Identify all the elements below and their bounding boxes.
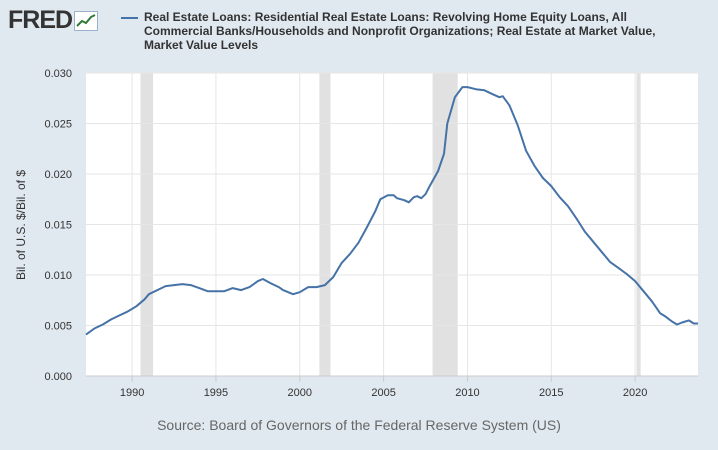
x-tick-label: 2005 bbox=[371, 387, 395, 399]
y-tick-label: 0.030 bbox=[44, 68, 72, 80]
y-tick-label: 0.010 bbox=[44, 270, 72, 282]
chart-header: FRED Real Estate Loans: Residential Real… bbox=[0, 0, 718, 62]
source-note: Source: Board of Governors of the Federa… bbox=[157, 417, 561, 433]
x-tick-label: 2010 bbox=[455, 387, 479, 399]
y-tick-label: 0.005 bbox=[44, 321, 72, 333]
line-chart: 0.000 0.005 0.010 0.015 0.020 0.025 0.030 1990… bbox=[14, 68, 698, 399]
series-layer bbox=[85, 86, 698, 336]
x-tick-label: 2000 bbox=[288, 387, 312, 399]
legend: Real Estate Loans: Residential Real Esta… bbox=[121, 10, 681, 52]
x-axis: 1990 1995 2000 2005 2010 2015 2020 bbox=[86, 375, 698, 399]
logo-text: FRED bbox=[8, 6, 73, 34]
x-tick-label: 2020 bbox=[623, 387, 647, 399]
y-tick-label: 0.020 bbox=[44, 169, 72, 181]
y-axis-label: Bil. of U.S. $/Bil. of $ bbox=[14, 170, 28, 280]
fred-logo[interactable]: FRED bbox=[8, 6, 99, 34]
y-tick-label: 0.015 bbox=[44, 220, 72, 232]
legend-label: Real Estate Loans: Residential Real Esta… bbox=[144, 10, 656, 52]
series-line bbox=[85, 86, 698, 336]
y-axis: 0.000 0.005 0.010 0.015 0.020 0.025 0.030 bbox=[44, 68, 72, 383]
x-tick-label: 1995 bbox=[204, 387, 228, 399]
y-tick-label: 0.000 bbox=[44, 371, 72, 383]
x-tick-label: 1990 bbox=[120, 387, 144, 399]
line-chart-icon bbox=[74, 11, 99, 31]
legend-swatch bbox=[121, 17, 138, 19]
x-tick-label: 2015 bbox=[539, 387, 563, 399]
y-tick-label: 0.025 bbox=[44, 119, 72, 131]
grid-lines bbox=[86, 72, 698, 376]
